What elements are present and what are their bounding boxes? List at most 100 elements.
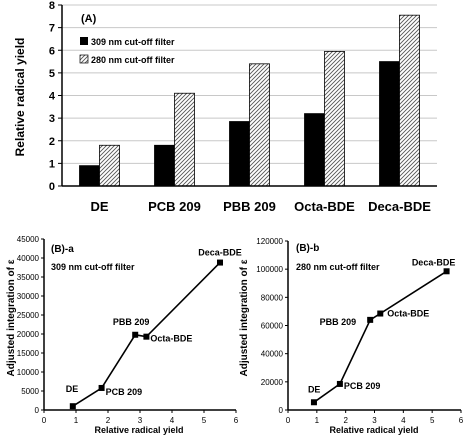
data-point [69,403,76,410]
x-tick-label: PBB 209 [223,199,276,214]
x-tick-label: DE [90,199,108,214]
panel-a-y-tick-labels: 0 1 2 3 4 5 6 7 8 [49,0,56,193]
x-tick-label: 4 [170,416,175,425]
x-tick-label: 6 [234,416,239,425]
bar-280nm [174,92,195,187]
panel-a-x-tick-labels: DE PCB 209 PBB 209 Octa-BDE Deca-BDE [90,199,431,214]
point-label: PBB 209 [320,317,357,327]
point-label: PCB 209 [344,381,381,391]
point-label: Octa-BDE [387,309,429,319]
y-tick-label: 7 [49,23,55,35]
x-tick-label: 0 [42,416,47,425]
legend-swatch-280 [79,54,89,64]
y-tick-label: 3 [49,113,55,125]
x-tick-label: 2 [106,416,111,425]
x-tick-label: 3 [138,416,143,425]
panel-a-legend: 309 nm cut-off filter 280 nm cut-off fil… [79,37,175,65]
y-tick-label: 0 [49,181,55,193]
x-tick-label: 6 [459,416,464,425]
bar-280nm [249,63,270,187]
panel-ba-x-tick-labels: 0 1 2 3 4 5 6 [42,416,239,425]
data-point [443,268,450,275]
y-tick-label: 25000 [17,311,40,320]
y-tick-label: 40000 [261,350,284,359]
data-point [217,259,223,266]
y-tick-label: 10000 [17,368,40,377]
bar-309nm [379,61,400,187]
panel-ba-x-axis-title: Relative radical yield [94,425,183,435]
panel-bb-axes [285,240,462,413]
panel-ba-y-tick-labels: 0 5000 10000 15000 20000 25000 30000 35000 40000… [17,235,40,415]
y-tick-label: 100000 [256,265,283,274]
panel-bb-y-tick-labels: 0 20000 40000 60000 80000 100000 120000 [256,237,283,415]
panel-ba-axes [41,238,237,413]
panel-a-axes [58,4,437,187]
bar-280nm [99,144,120,187]
x-tick-label: Deca-BDE [368,199,431,214]
line-chart-panel-b-a: 0 5000 10000 15000 20000 25000 30000 35000 40000… [6,235,242,435]
bar-309nm [304,113,325,187]
panel-bb-x-axis-title: Relative radical yield [329,425,418,435]
data-point [132,331,139,338]
data-point [377,310,384,317]
y-tick-label: 2 [49,136,55,148]
data-point [336,380,343,387]
y-tick-label: 40000 [17,254,40,263]
panel-bb-series: DE PCB 209 PBB 209 Octa-BDE Deca-BDE [308,257,456,406]
legend-label-309: 309 nm cut-off filter [91,37,175,47]
y-tick-label: 4 [49,91,56,103]
y-tick-label: 0 [35,406,40,415]
bar-309nm [154,144,175,187]
point-label: DE [308,384,321,394]
panel-ba-annotation: 309 nm cut-off filter [51,262,135,272]
panel-a-y-axis-title: Relative radical yield [13,38,27,157]
x-tick-label: 0 [286,416,291,425]
panel-a-label: (A) [81,13,97,25]
y-tick-label: 8 [49,0,55,12]
point-label: DE [66,384,79,394]
y-tick-label: 30000 [17,292,40,301]
point-label: PBB 209 [113,317,150,327]
point-label: Deca-BDE [198,248,242,258]
y-tick-label: 0 [279,406,284,415]
y-tick-label: 20000 [17,330,40,339]
y-tick-label: 45000 [17,235,40,244]
panel-bb-label: (B)-b [296,243,319,254]
y-tick-label: 60000 [261,322,284,331]
y-tick-label: 80000 [261,293,284,302]
point-label: Deca-BDE [412,257,456,267]
y-tick-label: 15000 [17,349,40,358]
bar-chart-panel-a: 0 1 2 3 4 5 6 7 8 DE PCB 209 PBB 209 Octa-BDE Deca-B… [13,0,437,214]
x-tick-label: 5 [430,416,435,425]
line-chart-panel-b-b: 0 20000 40000 60000 80000 100000 120000 0 1 2 3 4 5… [239,237,464,435]
bar-309nm [229,121,250,187]
legend-swatch-309 [80,37,88,45]
bar-280nm [399,14,420,187]
x-tick-label: Octa-BDE [294,199,355,214]
y-tick-label: 1 [49,158,55,170]
data-point [310,399,317,406]
y-tick-label: 5 [49,68,55,80]
data-point [98,384,105,391]
x-tick-label: 3 [372,416,377,425]
point-label: PCB 209 [106,387,143,397]
panel-ba-y-axis-title: Adjusted integration of ε [6,259,17,376]
data-point [143,333,150,340]
x-tick-label: 2 [343,416,348,425]
x-tick-label: 4 [401,416,406,425]
y-tick-label: 35000 [17,273,40,282]
panel-ba-label: (B)-a [51,244,74,255]
panel-bb-annotation: 280 nm cut-off filter [296,262,380,272]
panel-bb-y-axis-title: Adjusted integration of ε [239,259,250,376]
panel-bb-x-tick-labels: 0 1 2 3 4 5 6 [286,416,464,425]
y-tick-label: 6 [49,45,55,57]
bar-309nm [79,165,100,187]
legend-label-280: 280 nm cut-off filter [91,55,175,65]
y-tick-label: 120000 [256,237,283,246]
x-tick-label: 1 [74,416,79,425]
y-tick-label: 5000 [21,387,39,396]
y-tick-label: 20000 [261,378,284,387]
data-point [367,316,374,323]
